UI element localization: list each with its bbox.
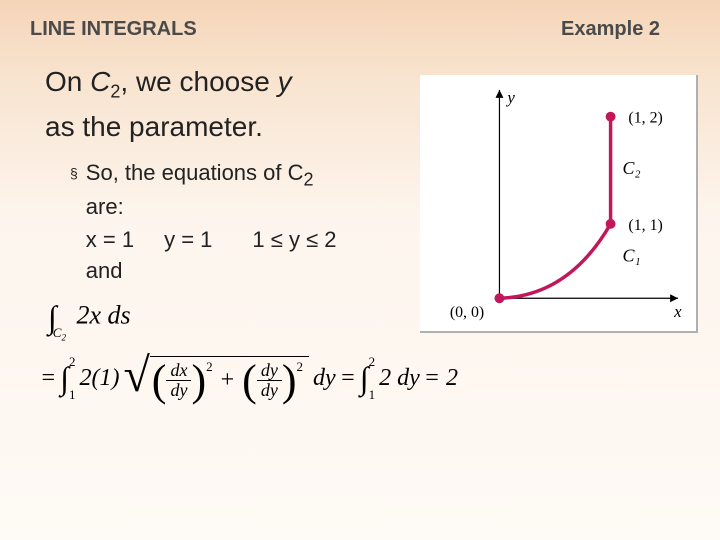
frac-dx: dx	[166, 361, 191, 382]
formula2-pre: 2(1)	[79, 365, 119, 392]
main-c: C	[90, 66, 110, 97]
int-upper-2: 2	[369, 355, 376, 368]
formula-solution: = ∫ 2 1 2(1) √ ( dxdy ) 2 + ( dydy ) 2 dy…	[0, 336, 720, 402]
header-title: LINE INTEGRALS	[30, 18, 197, 41]
c2-label: C₂	[622, 158, 640, 178]
formula2-body2: 2 dy	[379, 365, 420, 392]
graph: y x (0, 0) (1, 1) (1, 2) C₁ C₂	[420, 75, 698, 333]
c1-label: C₁	[622, 246, 640, 266]
frac-dy1: dy	[166, 381, 191, 401]
int-upper: 2	[69, 355, 76, 368]
bullet-c: C	[288, 160, 304, 185]
y-axis-label: y	[505, 88, 515, 107]
eq-y: y = 1	[164, 225, 212, 256]
bullet-marker: §	[70, 158, 78, 287]
int-lower: 1	[69, 388, 76, 401]
main-line1-post: , we choose	[120, 66, 277, 97]
int-sub-2: 2	[61, 333, 66, 343]
eq-sign-1: =	[40, 365, 56, 392]
x-axis-label: x	[673, 302, 682, 321]
plus: +	[221, 367, 235, 394]
main-y: y	[278, 66, 292, 97]
bullet-text2: are:	[86, 192, 337, 223]
bullet-and: and	[86, 256, 337, 287]
bullet-text1: So, the equations of	[86, 160, 288, 185]
post-dy: dy	[313, 365, 336, 392]
main-line1-pre: On	[45, 66, 90, 97]
eq-x: x = 1	[86, 225, 134, 256]
int-symbol-2: ∫	[60, 360, 69, 397]
sqrt: √ ( dxdy ) 2 + ( dydy ) 2	[123, 356, 309, 402]
p1-label: (1, 1)	[628, 217, 662, 234]
eq-sign-2: =	[340, 365, 356, 392]
bullet-c-sub: 2	[304, 169, 314, 189]
p2-label: (1, 2)	[628, 110, 662, 127]
exp-2: 2	[296, 359, 303, 375]
main-c-sub: 2	[110, 82, 120, 102]
int-symbol-3: ∫	[360, 360, 369, 397]
header-example: Example 2	[561, 18, 660, 41]
frac-dy2: dy	[257, 361, 282, 382]
formula1-body: 2x ds	[76, 300, 130, 329]
origin-label: (0, 0)	[450, 304, 484, 321]
frac-dy3: dy	[257, 381, 282, 401]
eq-sign-3: = 2	[424, 365, 458, 392]
exp-1: 2	[206, 359, 213, 375]
int-lower-2: 1	[369, 388, 376, 401]
eq-range: 1 ≤ y ≤ 2	[242, 225, 336, 256]
